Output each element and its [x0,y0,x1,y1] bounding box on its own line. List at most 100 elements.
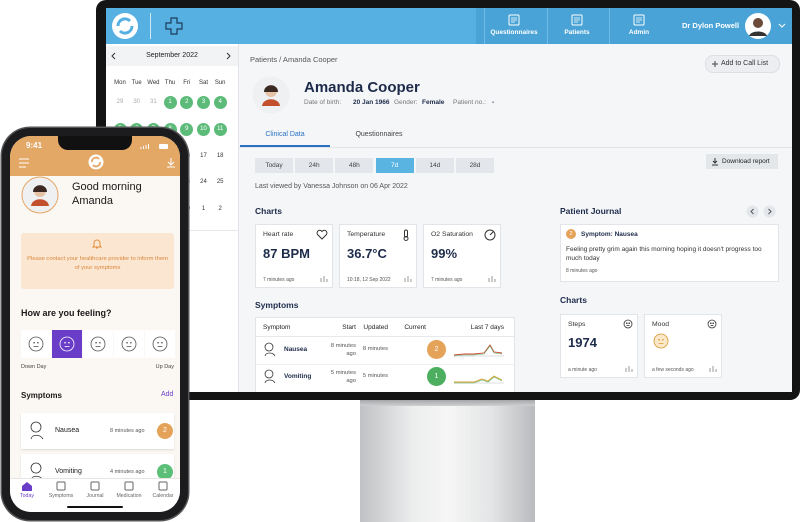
vital-label: O2 Saturation [431,231,473,238]
symptoms-table: Symptom Start Updated Current Last 7 days Nau… [255,317,515,392]
calendar-day[interactable]: 30 [133,99,141,105]
calendar-day[interactable]: 2 [185,99,189,105]
vital-icon-part [484,229,496,241]
calendar-next [224,52,232,60]
calendar-day[interactable]: 9 [185,125,189,132]
symptom-sparkline-part-part [454,375,503,383]
vital-label: Heart rate [263,231,294,238]
calendar-month: September 2022 [146,52,198,59]
vital-card[interactable]: Temperature 36.7°C 10:18, 12 Sep 2022 [339,224,417,288]
range-button[interactable]: 48h [335,158,374,173]
vital-icon-part-part [403,236,409,241]
tab-label[interactable]: Medication [116,493,142,499]
chart-card[interactable]: Steps 1974 a minute ago [560,314,638,378]
calendar-day[interactable]: 11 [217,125,224,132]
range-button[interactable]: 28d [456,158,494,173]
download-report-button[interactable]: Download report [706,154,778,169]
add-symptom[interactable]: Add [161,391,174,398]
patient-detail: Date of birth: [304,99,342,106]
vital-icon-part [316,229,328,240]
calendar-day[interactable]: 25 [216,179,224,186]
plus-logo-part [165,17,183,35]
mood-face [653,333,669,349]
chart-icon [625,365,633,373]
calendar-day[interactable]: 29 [116,99,124,105]
symptom-icon-part-part [30,421,42,433]
chart-icon-part-part [404,276,412,282]
journal-next [763,205,776,218]
symptom-sparkline-part [454,344,504,357]
calendar-day[interactable]: 8 [168,125,172,132]
nav-item[interactable]: Questionnaires [490,29,538,36]
mood-option[interactable] [52,330,82,358]
tab-icon [21,481,33,491]
chart-icon-part-part [709,366,717,372]
calendar-day[interactable]: 18 [216,152,224,159]
patient-detail: Female [422,99,445,106]
phone-screen: 9:41 Good morning Amanda Please contact yo… [10,136,180,512]
range-button[interactable]: 7d [375,158,414,173]
calendar-day[interactable]: 2 [218,206,222,213]
chart-card-icon-part [623,319,633,329]
vital-card[interactable]: O2 Saturation 99% 7 minutes ago [423,224,501,288]
mood-face-part-part [662,338,664,341]
mood-option[interactable] [145,330,175,358]
calendar-day[interactable]: 10 [200,125,207,132]
chart-card-icon-part-part [712,322,714,324]
nav-icon-part [508,14,520,26]
tab-icon-part [158,481,168,491]
calendar-day[interactable]: 17 [200,152,207,159]
add-to-call-list-button[interactable]: Add to Call List [705,55,780,73]
nav-icon-part-part [508,14,520,26]
chart-card[interactable]: Mood a few seconds ago [644,314,722,378]
journal-text: Feeling pretty grim again this morning h… [566,246,762,262]
range-button[interactable]: 14d [415,158,454,173]
nav-item[interactable]: Patients [564,29,590,36]
journal-card[interactable]: 2 Symptom: Nausea Feeling pretty grim agai… [560,224,779,282]
nav-item[interactable]: Admin [628,29,650,36]
phone-avatar-part-part [33,185,47,192]
nav-icon [571,14,583,26]
symptom-icon-part-part [264,379,276,384]
mood-option[interactable] [83,330,113,358]
vital-card[interactable]: Heart rate 87 BPM 7 minutes ago [255,224,333,288]
range-label: 24h [308,162,320,169]
symptoms-title: Symptoms [21,391,62,400]
user-menu-chevron-part [778,23,786,28]
range-button[interactable]: 24h [295,158,334,173]
mood-option[interactable] [114,330,144,358]
calendar-day[interactable]: 31 [150,99,157,105]
tab-icon-part-part [90,481,100,491]
range-button[interactable]: Today [255,158,293,173]
tab-label[interactable]: Symptoms [48,493,74,499]
calendar-header [106,46,238,66]
tab-label[interactable]: Journal [86,493,104,499]
nav-separator [484,8,485,44]
status-icons-part-part [159,144,168,149]
nav-icon-part-part [636,17,642,23]
symptom-level-badge [427,367,446,386]
mood-face-part-part [130,341,132,344]
mood-face-part-part [653,333,669,349]
tab[interactable]: Clinical Data [265,131,305,138]
mood-option[interactable] [21,330,51,358]
user-name[interactable]: Dr Dylon Powell [682,21,740,30]
chart-icon-part [404,276,412,282]
menu-icon-part-part [19,158,29,168]
calendar-day[interactable]: 24 [200,179,207,186]
plus-icon-part-part [712,61,718,67]
chart-card-value: 1974 [568,335,597,350]
calendar-prev [110,52,118,60]
calendar-day[interactable]: 1 [168,99,172,105]
calendar-day[interactable]: 1 [201,206,206,213]
vital-icon [316,229,328,241]
plus-logo-part-part [165,17,183,35]
calendar-day[interactable]: 3 [201,99,206,105]
tab-label[interactable]: Calendar [152,493,174,499]
calendar-day[interactable]: 4 [218,99,222,105]
symptom-card[interactable]: Nausea 8 minutes ago 2 [21,413,174,449]
journal-prev [746,205,759,218]
tab-label[interactable]: Today [20,493,34,499]
tab[interactable]: Questionnaires [355,131,403,138]
